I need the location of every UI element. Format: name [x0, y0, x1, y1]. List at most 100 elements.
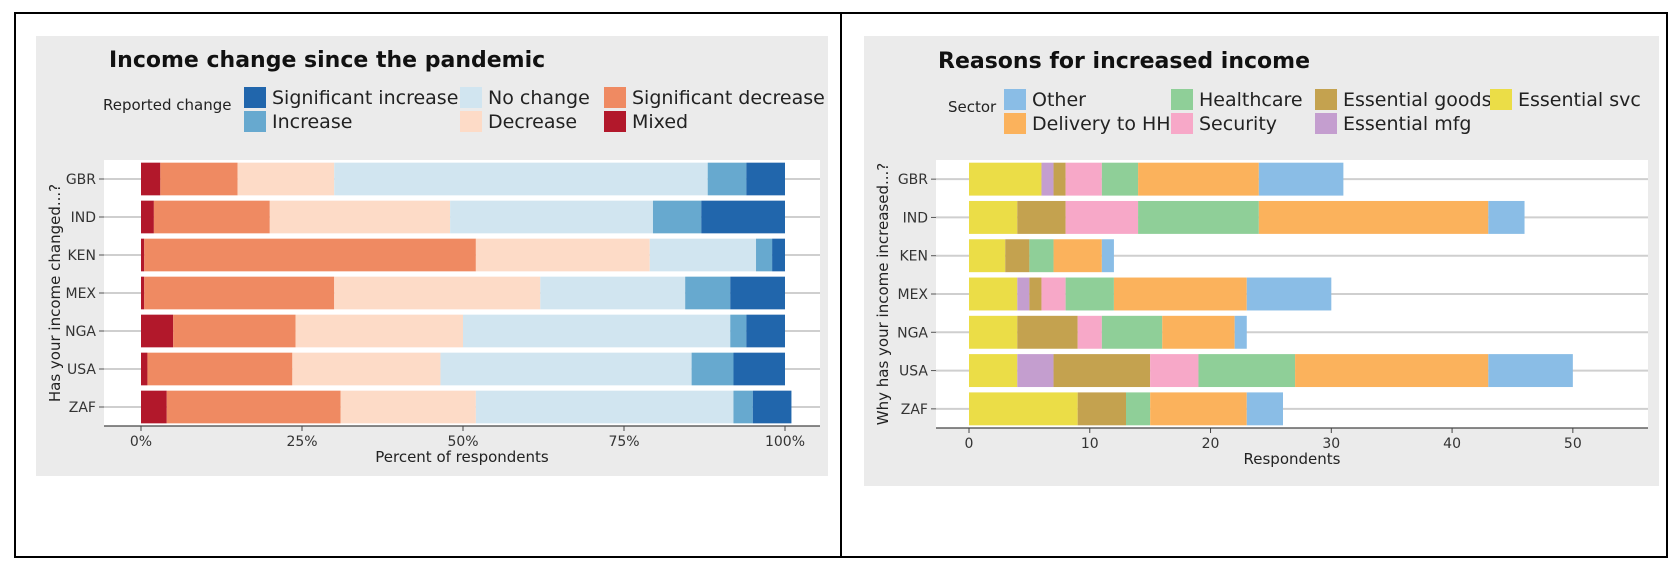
legend-label-no-change: No change: [488, 87, 590, 109]
bar-mex-increase: [685, 276, 731, 310]
ytick-label-usa: USA: [67, 362, 96, 378]
legend-swatch-no-change: [460, 87, 482, 108]
ytick-label-usa: USA: [899, 364, 928, 380]
bar-mex-significant-decrease: [144, 276, 335, 310]
legend-label-essential-goods: Essential goods: [1343, 89, 1492, 111]
bar-ken-no-change: [649, 238, 757, 272]
bar-ind-increase: [652, 200, 702, 234]
bar-usa-significant-decrease: [147, 352, 293, 386]
legend-swatch-other: [1004, 89, 1026, 110]
bar-zaf-significant-decrease: [166, 390, 341, 424]
legend-label-significant-decrease: Significant decrease: [632, 87, 825, 109]
bar-nga-healthcare: [1101, 315, 1163, 349]
ytick-label-nga: NGA: [65, 324, 96, 340]
legend-swatch-significant-decrease: [604, 87, 626, 108]
ytick-label-ken: KEN: [900, 249, 929, 265]
bar-mex-no-change: [540, 276, 686, 310]
bar-gbr-increase: [707, 162, 747, 196]
bar-gbr-essential-goods: [1053, 162, 1066, 196]
bar-zaf-essential-svc: [969, 392, 1078, 426]
bar-gbr-delivery-to-hh: [1138, 162, 1259, 196]
bar-nga-delivery-to-hh: [1162, 315, 1235, 349]
bar-usa-significant-increase: [733, 352, 785, 386]
bar-ken-increase: [756, 238, 773, 272]
xtick-label-0: 0: [965, 436, 974, 452]
bar-gbr-no-change: [334, 162, 708, 196]
bar-nga-mixed: [141, 314, 174, 348]
bar-zaf-delivery-to-hh: [1150, 392, 1247, 426]
bar-usa-essential-goods: [1053, 354, 1151, 388]
legend-label-healthcare: Healthcare: [1199, 89, 1303, 111]
bar-usa-essential-mfg: [1017, 354, 1054, 388]
bar-nga-security: [1077, 315, 1102, 349]
bar-zaf-essential-goods: [1077, 392, 1126, 426]
bar-usa-security: [1150, 354, 1199, 388]
bar-mex-significant-increase: [730, 276, 785, 310]
bar-usa-no-change: [440, 352, 692, 386]
bar-ken-essential-goods: [1005, 239, 1030, 273]
bar-ken-delivery-to-hh: [1053, 239, 1102, 273]
xtick-label-3: 30: [1322, 436, 1340, 452]
bar-mex-mixed: [141, 276, 145, 310]
y-axis-title: Has your income changed...?: [46, 184, 64, 402]
ytick-label-ken: KEN: [68, 248, 97, 264]
bar-gbr-significant-increase: [746, 162, 785, 196]
bar-gbr-security: [1065, 162, 1102, 196]
legend-label-increase: Increase: [272, 111, 352, 133]
bar-nga-no-change: [463, 314, 731, 348]
bar-ken-mixed: [141, 238, 145, 272]
bar-nga-other: [1234, 315, 1247, 349]
bar-usa-essential-svc: [969, 354, 1018, 388]
ytick-label-mex: MEX: [897, 287, 928, 303]
ytick-label-nga: NGA: [897, 325, 928, 341]
bar-gbr-essential-mfg: [1041, 162, 1054, 196]
bar-usa-increase: [691, 352, 734, 386]
bar-gbr-essential-svc: [969, 162, 1042, 196]
bar-ind-delivery-to-hh: [1258, 200, 1489, 234]
bar-nga-essential-goods: [1017, 315, 1078, 349]
legend-swatch-essential-mfg: [1315, 113, 1337, 134]
bar-mex-decrease: [334, 276, 541, 310]
bar-ind-security: [1065, 200, 1139, 234]
xtick-label-4: 40: [1443, 436, 1461, 452]
legend-swatch-healthcare: [1171, 89, 1193, 110]
legend-label-mixed: Mixed: [632, 111, 688, 133]
xtick-label-5: 50: [1564, 436, 1582, 452]
chart-title: Income change since the pandemic: [109, 48, 545, 73]
ytick-label-ind: IND: [903, 210, 928, 226]
bar-gbr-decrease: [237, 162, 335, 196]
xtick-label-1: 10: [1081, 436, 1099, 452]
legend-label-other: Other: [1032, 89, 1086, 111]
legend-swatch-essential-svc: [1490, 89, 1512, 110]
bar-nga-significant-increase: [746, 314, 785, 348]
x-axis-title: Respondents: [1244, 450, 1341, 468]
legend-swatch-significant-increase: [244, 87, 266, 108]
ytick-label-gbr: GBR: [898, 172, 928, 188]
bar-mex-essential-mfg: [1017, 277, 1030, 311]
bar-usa-decrease: [292, 352, 441, 386]
bar-zaf-no-change: [475, 390, 734, 424]
legend-label-decrease: Decrease: [488, 111, 577, 133]
ytick-label-gbr: GBR: [66, 172, 96, 188]
bar-mex-delivery-to-hh: [1113, 277, 1247, 311]
xtick-label-4: 100%: [765, 434, 805, 450]
bar-nga-increase: [730, 314, 747, 348]
bar-ken-significant-decrease: [144, 238, 476, 272]
bar-ind-essential-svc: [969, 200, 1018, 234]
bar-gbr-healthcare: [1101, 162, 1139, 196]
bar-usa-delivery-to-hh: [1295, 354, 1489, 388]
bar-ind-no-change: [450, 200, 653, 234]
bar-mex-essential-goods: [1029, 277, 1042, 311]
bar-zaf-significant-increase: [752, 390, 792, 424]
legend-swatch-essential-goods: [1315, 89, 1337, 110]
bar-ind-decrease: [269, 200, 451, 234]
bar-mex-essential-svc: [969, 277, 1018, 311]
legend-label-significant-increase: Significant increase: [272, 87, 458, 109]
legend-label-delivery-to-hh: Delivery to HH: [1032, 113, 1171, 135]
legend-label-security: Security: [1199, 113, 1277, 135]
bar-mex-healthcare: [1065, 277, 1114, 311]
legend-swatch-delivery-to-hh: [1004, 113, 1026, 134]
ytick-label-zaf: ZAF: [69, 400, 96, 416]
bar-ind-other: [1488, 200, 1525, 234]
bar-usa-other: [1488, 354, 1573, 388]
